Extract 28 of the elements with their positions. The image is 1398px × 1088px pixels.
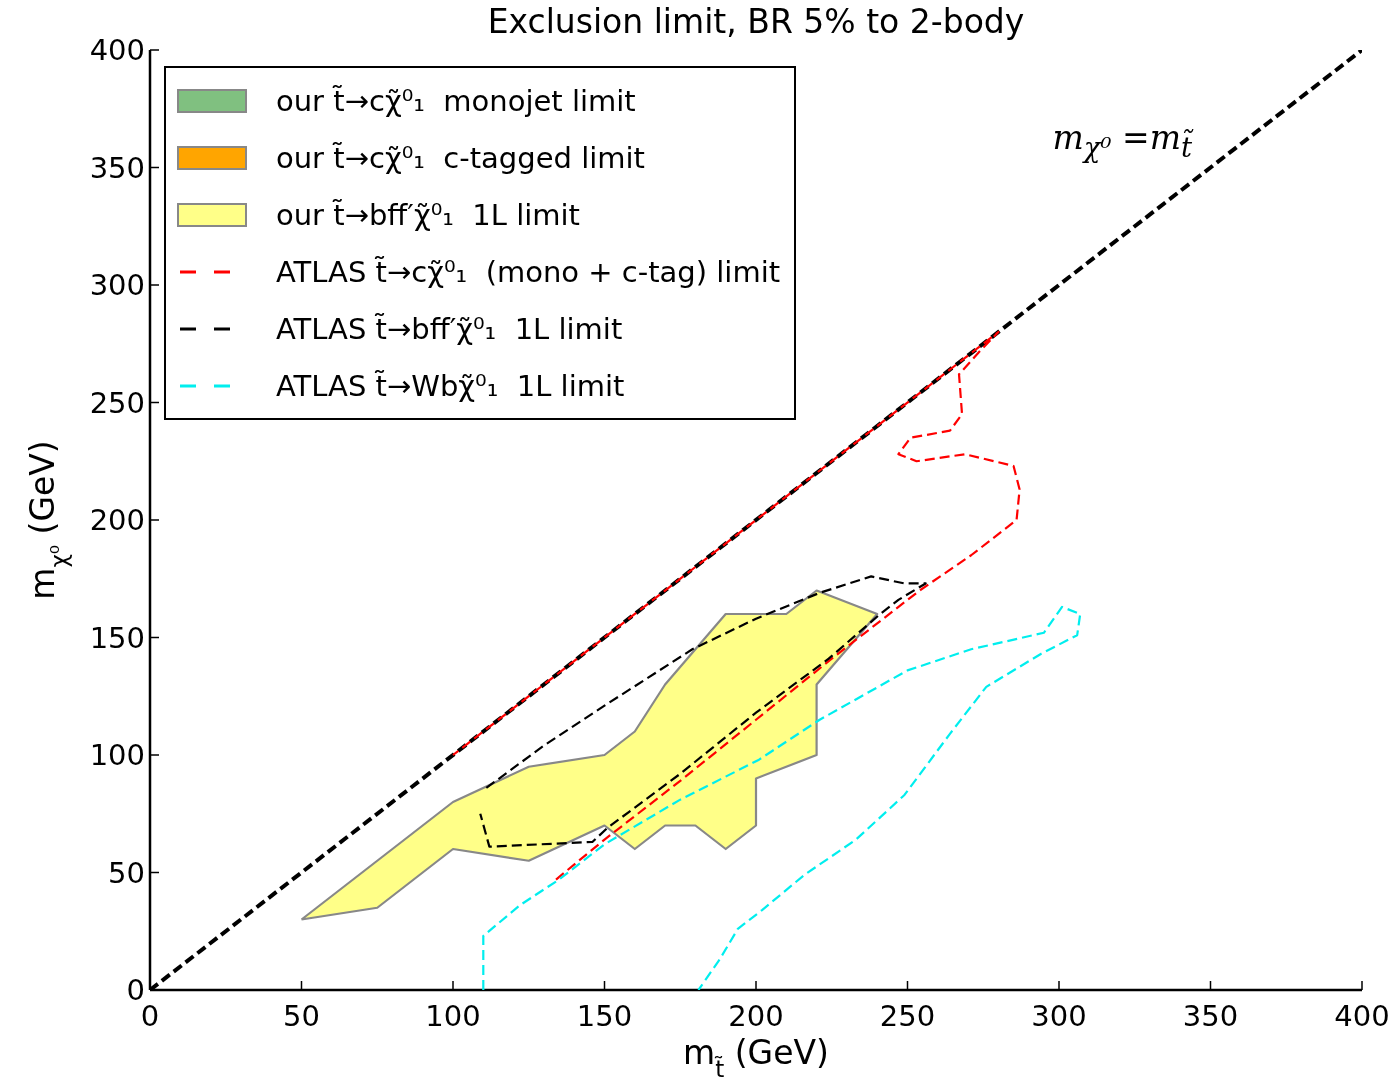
y-tick-label: 400 [89,33,145,68]
y-tick-label: 200 [89,503,145,538]
legend-label: our t̃→bff′χ̃⁰₁ 1L limit [276,197,580,232]
legend-label: our t̃→cχ̃⁰₁ c-tagged limit [276,140,645,175]
annotation: m$_{χ⁰}$ =m$_{t̃}$ [1052,118,1192,163]
x-tick-label: 150 [576,998,633,1033]
line-series [479,575,927,848]
x-tick-label: 250 [879,998,936,1033]
y-tick-label: 150 [89,620,145,655]
x-tick-label: 50 [283,998,320,1033]
y-tick-label: 250 [89,385,145,420]
chart-title: Exclusion limit, BR 5% to 2-body [486,2,1026,42]
y-tick-label: 50 [108,855,145,890]
x-tick-label: 100 [425,998,481,1033]
x-tick-label: 300 [1031,998,1087,1033]
legend-label: ATLAS t̃→cχ̃⁰₁ (mono + c-tag) limit [276,254,781,289]
x-tick-label: 350 [1182,998,1239,1033]
x-tick-label: 200 [728,998,784,1033]
y-tick-label: 100 [89,738,145,773]
y-tick-label: 0 [126,973,145,1008]
legend-label: ATLAS t̃→Wbχ̃⁰₁ 1L limit [276,368,625,403]
x-tick-label: 400 [1334,998,1390,1033]
line-series [482,605,1082,990]
legend-label: ATLAS t̃→bff′χ̃⁰₁ 1L limit [276,311,623,346]
legend-label: our t̃→cχ̃⁰₁ monojet limit [276,83,636,118]
x-axis-title: m$_{t̃}$ (GeV) [683,1033,829,1082]
y-tick-label: 350 [89,150,145,185]
y-tick-label: 300 [89,268,145,303]
